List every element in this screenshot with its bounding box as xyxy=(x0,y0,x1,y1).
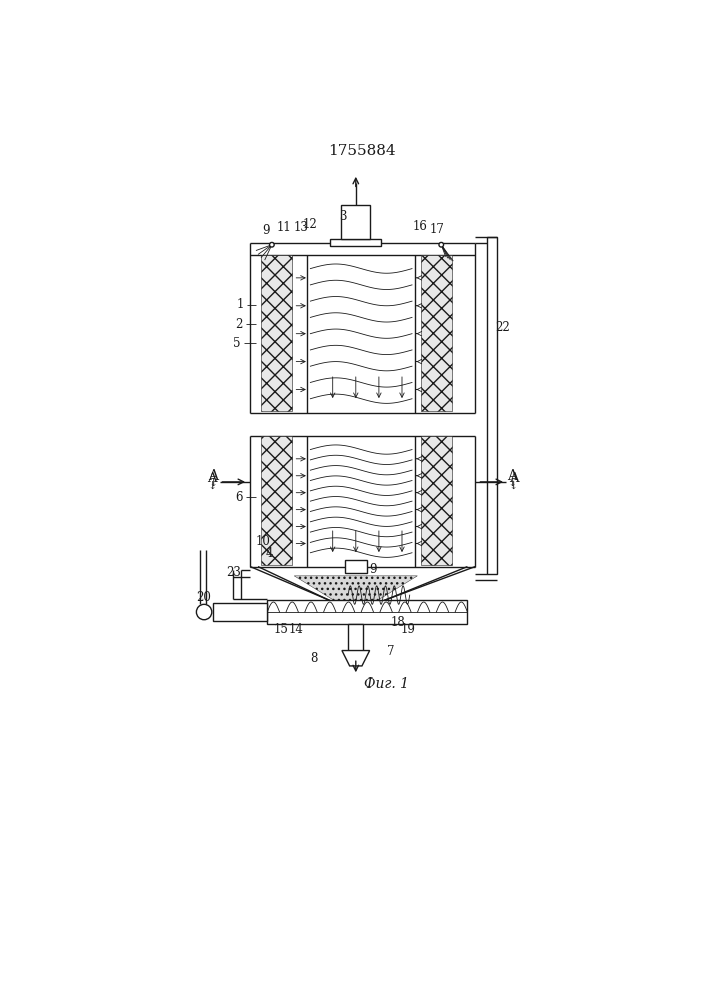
Text: 3: 3 xyxy=(339,210,346,223)
Bar xyxy=(214,603,267,621)
Bar xyxy=(421,436,452,565)
Text: 1: 1 xyxy=(237,298,244,311)
Bar xyxy=(341,205,370,239)
Bar xyxy=(261,255,292,411)
Bar xyxy=(345,560,366,573)
Text: A: A xyxy=(207,472,216,485)
Text: 2: 2 xyxy=(235,318,243,331)
Text: A: A xyxy=(507,469,517,483)
Text: 9: 9 xyxy=(369,563,377,576)
Text: A: A xyxy=(509,472,518,485)
Bar xyxy=(261,436,292,565)
Text: ↓: ↓ xyxy=(209,478,218,488)
Text: A: A xyxy=(209,469,218,483)
Bar xyxy=(487,237,497,574)
Text: 16: 16 xyxy=(412,220,427,233)
Text: 12: 12 xyxy=(303,218,317,231)
Polygon shape xyxy=(342,651,370,666)
Bar xyxy=(330,239,381,246)
Text: ↓: ↓ xyxy=(509,482,518,492)
Text: 7: 7 xyxy=(387,645,395,658)
Text: 17: 17 xyxy=(429,223,444,236)
Text: 6: 6 xyxy=(235,491,243,504)
Text: 13: 13 xyxy=(293,221,308,234)
Circle shape xyxy=(439,242,443,247)
Text: ↓: ↓ xyxy=(508,478,517,488)
Text: 1755884: 1755884 xyxy=(328,144,396,158)
Text: 4: 4 xyxy=(266,547,274,560)
Bar xyxy=(348,624,363,651)
Text: 22: 22 xyxy=(496,321,510,334)
Text: 20: 20 xyxy=(197,591,211,604)
Polygon shape xyxy=(294,576,417,607)
Text: 10: 10 xyxy=(256,535,271,548)
Bar xyxy=(267,600,467,624)
Text: Фиг. 1: Фиг. 1 xyxy=(364,677,409,691)
Bar xyxy=(421,255,452,411)
Text: 8: 8 xyxy=(310,652,317,666)
Text: 14: 14 xyxy=(289,623,304,636)
Text: 5: 5 xyxy=(233,337,241,350)
Text: 11: 11 xyxy=(277,221,291,234)
Text: 19: 19 xyxy=(401,623,416,636)
Circle shape xyxy=(197,604,212,620)
Circle shape xyxy=(269,242,274,247)
Text: 23: 23 xyxy=(226,566,241,579)
Text: 9: 9 xyxy=(262,224,269,237)
Text: ↓: ↓ xyxy=(207,482,216,492)
Text: 18: 18 xyxy=(391,616,406,629)
Text: 15: 15 xyxy=(274,623,288,636)
